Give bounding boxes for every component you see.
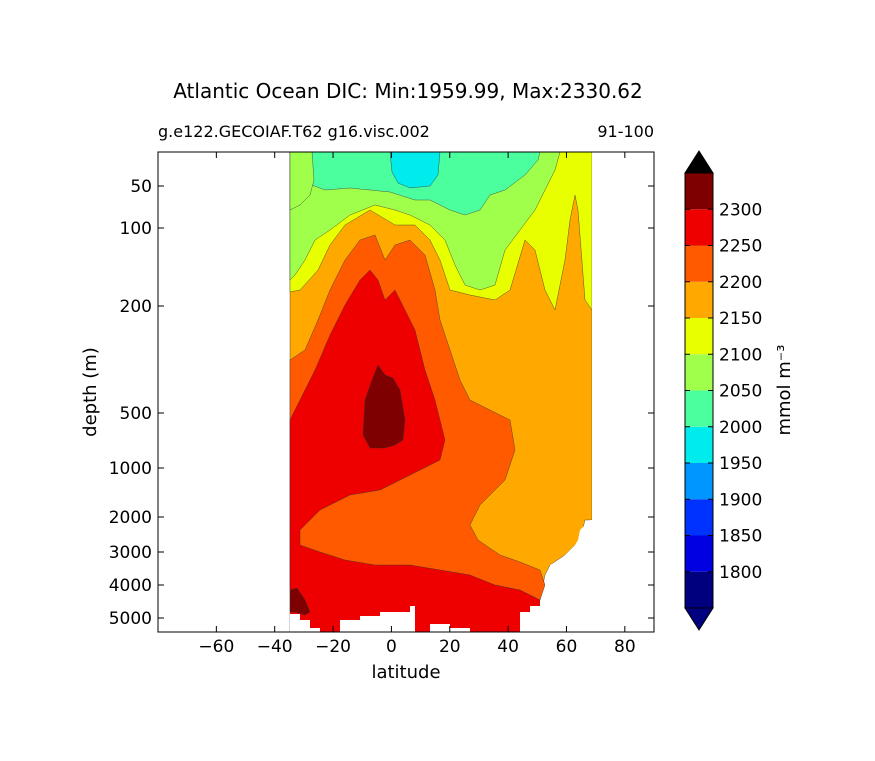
band-2250-2300 bbox=[289, 269, 541, 632]
y-tick-label: 200 bbox=[120, 297, 152, 317]
colorbar: 1800 1850 1900 1950 2000 2050 2100 2150 2200 2250… bbox=[684, 150, 762, 631]
y-tick-label: 500 bbox=[120, 404, 152, 424]
colorbar-segment bbox=[685, 390, 713, 427]
y-tick-label: 2000 bbox=[109, 508, 152, 528]
x-tick-label: −60 bbox=[198, 637, 234, 657]
colorbar-segment bbox=[685, 245, 713, 282]
y-tick-label: 1000 bbox=[109, 459, 152, 479]
colorbar-segment bbox=[685, 535, 713, 572]
y-tick-label: 3000 bbox=[109, 543, 152, 563]
colorbar-tick-label: 2300 bbox=[719, 200, 762, 220]
topography-mask bbox=[290, 152, 654, 632]
colorbar-segment bbox=[685, 173, 713, 210]
colorbar-extend-max bbox=[684, 150, 714, 174]
band-2300-bottom bbox=[289, 587, 311, 616]
colorbar-segment bbox=[685, 499, 713, 536]
y-tick-label: 100 bbox=[120, 219, 152, 239]
colorbar-tick-label: 2250 bbox=[719, 237, 762, 257]
colorbar-label: mmol m⁻³ bbox=[774, 344, 795, 435]
colorbar-tick-label: 2200 bbox=[719, 273, 762, 293]
contour-field bbox=[289, 152, 654, 632]
x-tick-label: 0 bbox=[386, 637, 397, 657]
chart-subtitle-left: g.e122.GECOIAF.T62 g16.visc.002 bbox=[158, 122, 430, 141]
x-tick-label: −20 bbox=[315, 637, 351, 657]
colorbar-tick-label: 1950 bbox=[719, 454, 762, 474]
band-2050-2100-left bbox=[289, 152, 315, 211]
x-tick-label: 80 bbox=[614, 637, 636, 657]
chart-subtitle-right: 91-100 bbox=[597, 122, 654, 141]
y-tick-label: 4000 bbox=[109, 576, 152, 596]
colorbar-tick-label: 2050 bbox=[719, 382, 762, 402]
x-axis: −60 −40 −20 0 20 40 60 80 bbox=[198, 152, 636, 657]
colorbar-segment bbox=[685, 463, 713, 500]
colorbar-tick-label: 2150 bbox=[719, 309, 762, 329]
x-tick-label: −40 bbox=[257, 637, 293, 657]
colorbar-segment bbox=[685, 354, 713, 391]
colorbar-tick-label: 1900 bbox=[719, 490, 762, 510]
band-2300-core bbox=[362, 364, 406, 449]
colorbar-extend-min bbox=[684, 607, 714, 631]
y-tick-label: 5000 bbox=[109, 609, 152, 629]
colorbar-tick-label: 2000 bbox=[719, 418, 762, 438]
colorbar-tick-label: 1800 bbox=[719, 563, 762, 583]
chart-title: Atlantic Ocean DIC: Min:1959.99, Max:233… bbox=[173, 79, 643, 103]
band-1950-2000 bbox=[389, 152, 441, 189]
y-axis-label: depth (m) bbox=[80, 347, 101, 437]
x-axis-label: latitude bbox=[371, 662, 440, 683]
colorbar-tick-label: 1850 bbox=[719, 527, 762, 547]
colorbar-segment bbox=[685, 209, 713, 246]
colorbar-tick-label: 2100 bbox=[719, 345, 762, 365]
x-tick-label: 40 bbox=[497, 637, 519, 657]
y-axis: 50 100 200 500 1000 2000 3000 4000 5000 bbox=[109, 177, 654, 629]
colorbar-segment bbox=[685, 426, 713, 463]
y-tick-label: 50 bbox=[130, 177, 152, 197]
plot-frame bbox=[157, 151, 655, 633]
x-tick-label: 60 bbox=[556, 637, 578, 657]
colorbar-segment bbox=[685, 571, 713, 608]
colorbar-segment bbox=[685, 318, 713, 355]
colorbar-segment bbox=[685, 281, 713, 318]
x-tick-label: 20 bbox=[439, 637, 461, 657]
